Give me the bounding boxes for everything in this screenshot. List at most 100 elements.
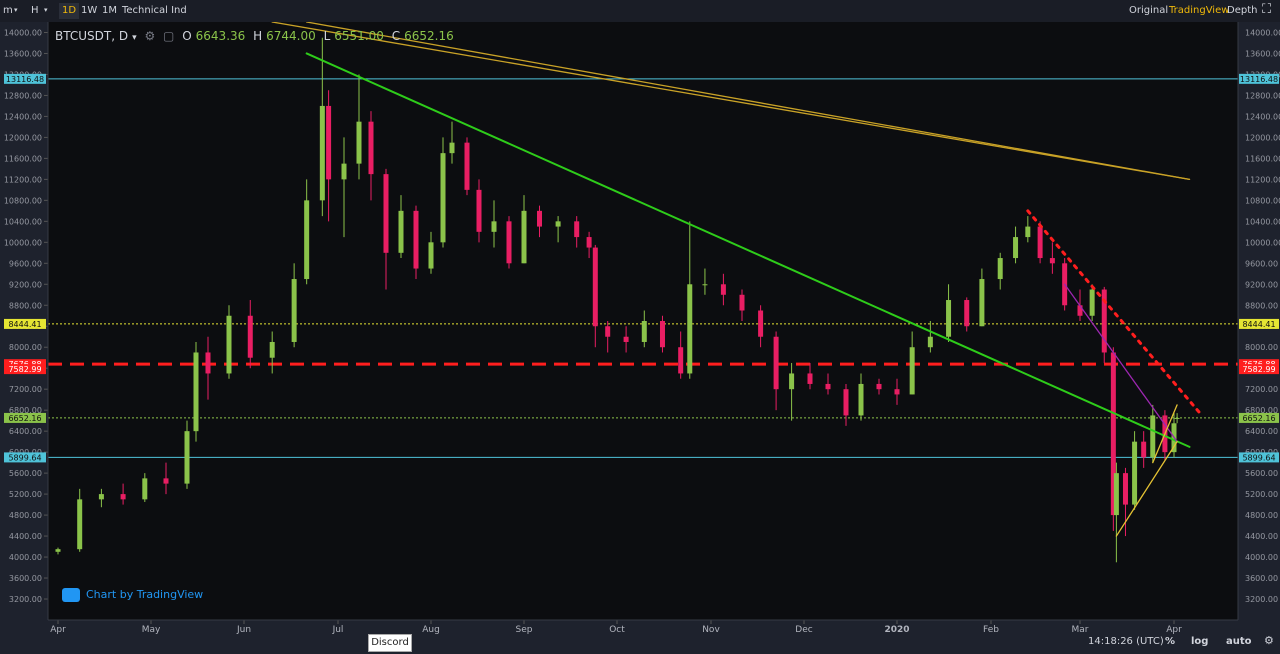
candle-body <box>77 499 83 550</box>
candle-body <box>586 237 592 248</box>
candle-body <box>326 105 332 180</box>
candle-body <box>521 210 527 264</box>
candle-body <box>1077 305 1083 316</box>
y-tick-label-right: 13600.00 <box>1245 49 1280 58</box>
chevron-down-icon[interactable]: ▾ <box>14 6 18 14</box>
chart-area[interactable]: 3200.00 3200.00 3600.00 3600.00 4000.00 4000.… <box>0 21 1280 650</box>
chart-legend: BTCUSDT, D ▾ ⚙ ▢ O 6643.36 H 6744.00 L 6551.… <box>55 27 458 47</box>
trendline-gold-downtrend-1 <box>271 21 1191 181</box>
price-chart[interactable]: 3200.00 3200.00 3600.00 3600.00 4000.00 4000.… <box>0 21 1280 650</box>
toolbar-item-1w[interactable]: 1W <box>81 5 98 16</box>
gear-icon[interactable]: ⚙ <box>1264 634 1274 647</box>
y-tick-label-left: 4400.00 <box>9 532 42 541</box>
candle-body <box>383 174 389 253</box>
price-level-value: 13116.48 <box>1240 75 1278 84</box>
candle-body <box>659 321 665 348</box>
candle-body <box>641 321 647 342</box>
view-depth-button[interactable]: Depth <box>1227 5 1258 16</box>
open-label: O <box>182 29 192 43</box>
y-tick-label-right: 8000.00 <box>1245 343 1278 352</box>
discord-tag[interactable]: Discord <box>368 634 412 652</box>
price-level-tag <box>1239 73 1279 84</box>
candle-body <box>1049 258 1055 264</box>
x-tick-label: Oct <box>609 625 625 635</box>
trendline-yellow-wedge-top <box>1152 404 1178 464</box>
low-label: L <box>323 29 331 43</box>
y-tick-label-left: 12400.00 <box>4 112 42 121</box>
candle-body <box>807 373 813 384</box>
y-tick-label-left: 3600.00 <box>9 574 42 583</box>
candle-body <box>789 373 795 390</box>
toolbar-item-1m[interactable]: 1M <box>102 5 117 16</box>
candle-body <box>702 284 708 286</box>
toolbar-item-hours[interactable]: H <box>31 5 39 16</box>
credit-label[interactable]: Chart by TradingView <box>86 588 204 601</box>
candle-body <box>687 284 693 374</box>
y-tick-label-right: 11200.00 <box>1245 175 1280 184</box>
chevron-down-icon[interactable]: ▾ <box>44 6 48 14</box>
candle-body <box>368 121 374 175</box>
toolbar: m ▾ H ▾ 1D 1W 1M Technical Ind Original … <box>0 0 1280 23</box>
trendline-green-downtrend <box>305 52 1191 448</box>
x-tick-label: May <box>142 625 161 635</box>
x-tick-label: Dec <box>795 625 812 635</box>
toolbar-item-1d[interactable]: 1D <box>59 3 80 19</box>
price-level-tag <box>1239 318 1279 329</box>
candle-body <box>623 336 629 342</box>
price-level-value: 6652.16 <box>8 414 41 423</box>
x-tick-label: 2020 <box>884 625 909 635</box>
candle-body <box>247 315 253 358</box>
y-tick-label-left: 4000.00 <box>9 553 42 562</box>
close-icon[interactable]: ▢ <box>163 29 175 43</box>
price-level-tag <box>1239 412 1279 423</box>
candle-body <box>894 389 900 395</box>
candle-body <box>1110 352 1116 516</box>
fullscreen-icon[interactable]: ⛶ <box>1262 2 1272 17</box>
price-level-value: 8444.41 <box>8 320 41 329</box>
view-tradingview-button[interactable]: TradingView <box>1169 5 1230 16</box>
toolbar-item-minutes[interactable]: m <box>3 5 13 16</box>
y-tick-label-left: 11200.00 <box>4 175 42 184</box>
candle-body <box>1141 441 1147 458</box>
percent-toggle[interactable]: % <box>1165 636 1176 647</box>
candle-body <box>413 210 419 269</box>
candle-body <box>592 247 598 327</box>
y-tick-label-right: 4800.00 <box>1245 511 1278 520</box>
price-level-value: 8444.41 <box>1242 320 1275 329</box>
candle-body <box>555 221 561 227</box>
candle-body <box>449 142 455 154</box>
y-tick-label-left: 14000.00 <box>4 28 42 37</box>
candle-body <box>773 336 779 390</box>
candle-body <box>843 389 849 416</box>
price-level-tag <box>4 318 46 329</box>
log-toggle[interactable]: log <box>1191 636 1209 647</box>
trendline-gold-downtrend-2 <box>306 21 1191 181</box>
candle-body <box>428 242 434 269</box>
candle-body <box>876 383 882 390</box>
candle-body <box>964 300 970 327</box>
price-level-value: 5899.64 <box>8 453 41 462</box>
candle-body <box>858 383 864 416</box>
price-level-value: 7582.99 <box>1242 365 1275 374</box>
candle-body <box>678 347 684 374</box>
chevron-down-icon[interactable]: ▾ <box>132 33 137 43</box>
y-tick-label-right: 10800.00 <box>1245 196 1280 205</box>
settings-icon[interactable]: ⚙ <box>144 29 156 43</box>
y-tick-label-left: 8000.00 <box>9 343 42 352</box>
candle-body <box>319 105 325 201</box>
view-original-button[interactable]: Original <box>1129 5 1169 16</box>
candle-body <box>341 163 347 180</box>
y-tick-label-left: 7200.00 <box>9 385 42 394</box>
close-label: C <box>391 29 401 43</box>
technical-indicators-button[interactable]: Technical Ind <box>122 5 187 16</box>
auto-toggle[interactable]: auto <box>1226 636 1252 647</box>
symbol-label[interactable]: BTCUSDT, D <box>55 29 129 43</box>
price-level-value: 5899.64 <box>1242 453 1275 462</box>
candle-body <box>1101 289 1107 353</box>
candle-body <box>1174 417 1180 419</box>
y-tick-label-right: 10000.00 <box>1245 238 1280 247</box>
close-value: 6652.16 <box>404 29 454 43</box>
tradingview-credit[interactable]: Chart by TradingView <box>62 588 203 602</box>
candle-body <box>184 431 190 484</box>
candle-body <box>605 326 611 337</box>
